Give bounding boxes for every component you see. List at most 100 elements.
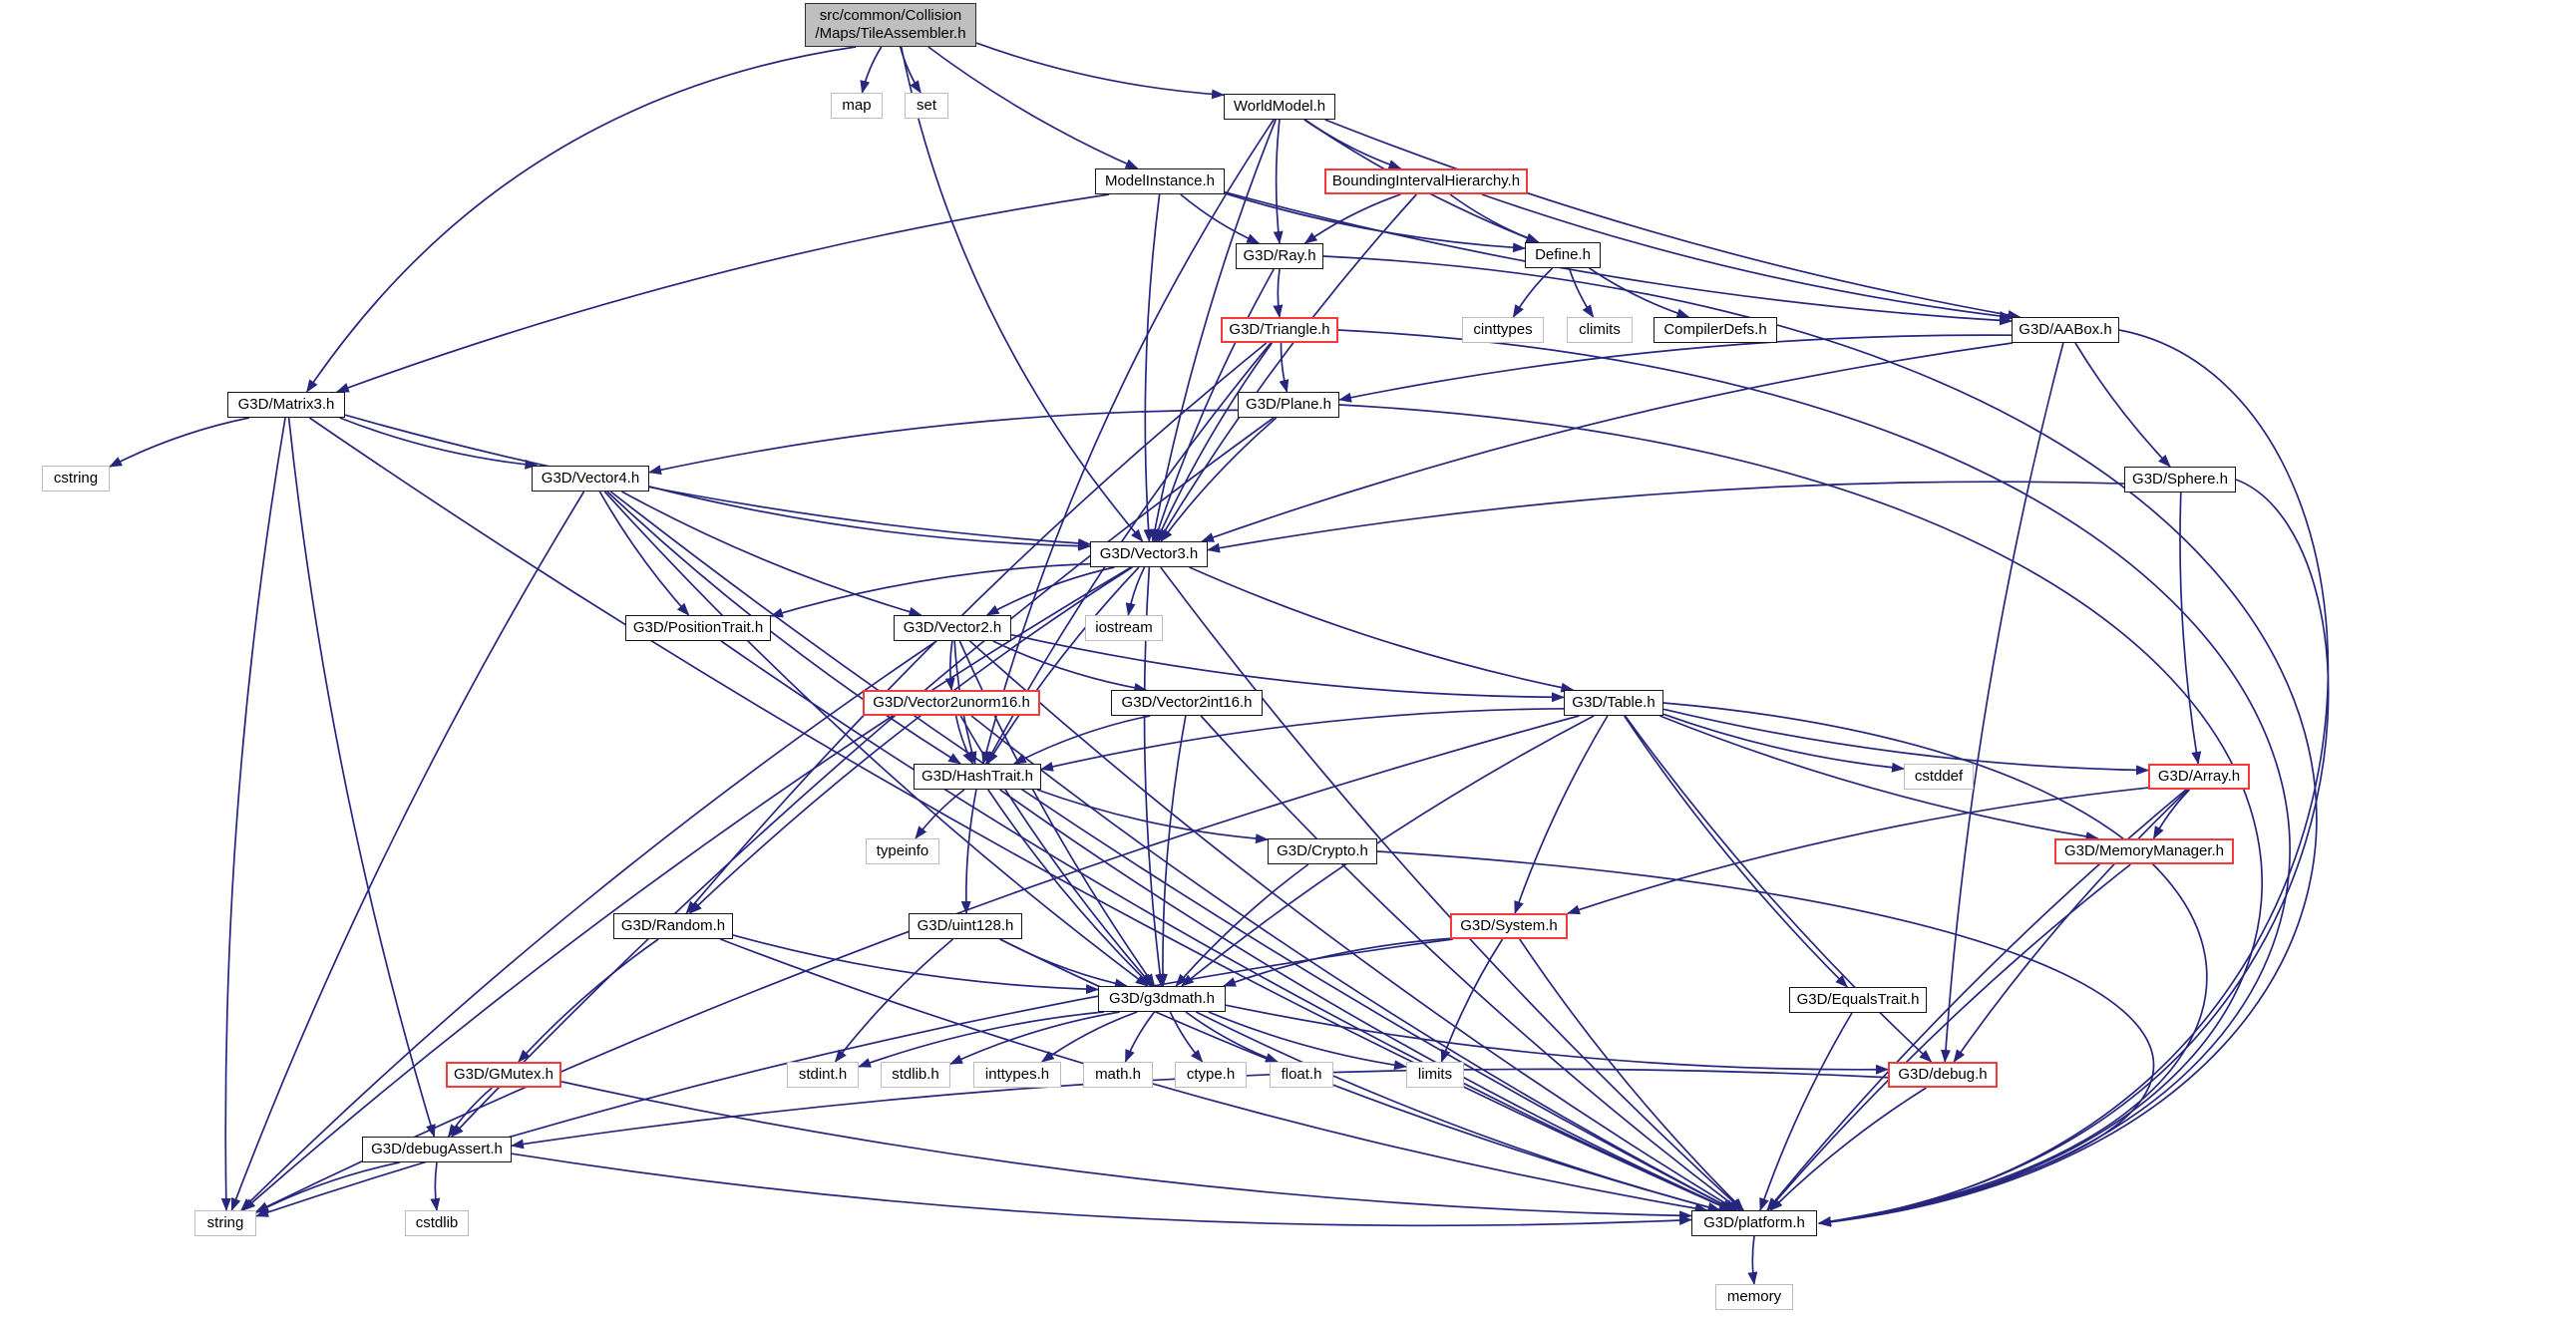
graph-node-vector2unorm16[interactable]: G3D/Vector2unorm16.h — [863, 690, 1040, 716]
edge-vector3-to-platform — [1160, 566, 1743, 1211]
edge-sphere-to-array — [2179, 492, 2202, 765]
graph-node-memorymanager[interactable]: G3D/MemoryManager.h — [2054, 838, 2234, 864]
edge-g3dmath-to-math — [1124, 1011, 1156, 1063]
edge-vector2int16-to-hashtrait — [1013, 715, 1151, 765]
graph-node-g3dmath[interactable]: G3D/g3dmath.h — [1098, 986, 1226, 1012]
graph-node-sphere[interactable]: G3D/Sphere.h — [2124, 467, 2236, 493]
graph-node-table[interactable]: G3D/Table.h — [1564, 690, 1663, 716]
edge-vector3-to-hashtrait — [986, 566, 1140, 765]
edge-table-to-cstddef — [1662, 713, 1905, 773]
edge-positiontrait-to-platform — [720, 640, 1732, 1211]
edge-ray-to-vector3 — [1153, 268, 1276, 542]
graph-node-gmutex[interactable]: G3D/GMutex.h — [446, 1062, 561, 1088]
edge-crypto-to-platform — [1376, 850, 2155, 1227]
edge-worldmodel-to-bih — [1303, 119, 1402, 169]
edge-g3dmath-to-float — [1185, 1011, 1279, 1063]
edge-plane-to-vector4 — [648, 409, 1239, 476]
graph-node-array[interactable]: G3D/Array.h — [2148, 764, 2250, 790]
edge-tileassembler-to-matrix3 — [305, 46, 857, 393]
edge-vector3-to-vector2 — [985, 566, 1115, 616]
graph-node-define[interactable]: Define.h — [1525, 242, 1601, 268]
graph-node-typeinfo: typeinfo — [866, 838, 939, 864]
graph-node-set: set — [905, 93, 948, 119]
edge-hashtrait-to-platform — [999, 789, 1733, 1211]
edge-modelinstance-to-aabox — [1224, 190, 2013, 326]
graph-node-vector2int16[interactable]: G3D/Vector2int16.h — [1111, 690, 1263, 716]
edge-platform-to-memory — [1747, 1235, 1758, 1285]
edge-aabox-to-plane — [1338, 334, 2013, 403]
edge-worldmodel-to-aabox — [1324, 119, 2022, 320]
edge-table-to-platform — [1662, 702, 2208, 1227]
edge-hashtrait-to-uint128 — [960, 789, 977, 914]
edge-vector2-to-vector2int16 — [992, 640, 1148, 693]
edge-vector2-to-g3dmath — [958, 640, 1156, 987]
graph-node-ray[interactable]: G3D/Ray.h — [1236, 243, 1323, 269]
edge-random-to-g3dmath — [732, 934, 1099, 995]
edge-equalstrait-to-platform — [1759, 1012, 1853, 1211]
edge-vector2unorm16-to-platform — [970, 715, 1735, 1211]
edge-aabox-to-platform — [1818, 329, 2330, 1227]
edge-vector3-to-string — [242, 566, 1132, 1211]
edge-vector4-to-positiontrait — [598, 491, 690, 616]
graph-node-memory: memory — [1715, 1284, 1793, 1310]
edge-vector2unorm16-to-hashtrait — [954, 715, 974, 765]
edge-sphere-to-platform — [1818, 479, 2330, 1227]
graph-node-bih[interactable]: BoundingIntervalHierarchy.h — [1324, 168, 1528, 194]
graph-node-uint128[interactable]: G3D/uint128.h — [909, 913, 1022, 939]
graph-node-cstring: cstring — [42, 466, 110, 492]
edge-hashtrait-to-crypto — [1036, 789, 1269, 844]
edge-random-to-gmutex — [518, 938, 659, 1063]
graph-node-float: float.h — [1270, 1062, 1333, 1088]
edge-vector3-to-random — [688, 566, 1133, 914]
edge-table-to-hashtrait — [1040, 707, 1565, 772]
graph-node-aabox[interactable]: G3D/AABox.h — [2012, 317, 2119, 343]
graph-node-positiontrait[interactable]: G3D/PositionTrait.h — [625, 615, 771, 641]
edge-hashtrait-to-typeinfo — [915, 789, 965, 839]
graph-node-triangle[interactable]: G3D/Triangle.h — [1221, 317, 1338, 343]
edge-vector4-to-vector2 — [621, 491, 922, 617]
graph-node-hashtrait[interactable]: G3D/HashTrait.h — [914, 764, 1041, 790]
edge-worldmodel-to-vector3 — [1150, 119, 1277, 542]
edge-vector2-to-string — [240, 640, 937, 1211]
edge-plane-to-platform — [1338, 404, 2263, 1227]
graph-node-worldmodel[interactable]: WorldModel.h — [1224, 94, 1335, 120]
graph-node-debug[interactable]: G3D/debug.h — [1888, 1062, 1998, 1088]
edge-table-to-memorymanager — [1659, 715, 2099, 841]
graph-node-compilerdefs[interactable]: CompilerDefs.h — [1654, 317, 1777, 343]
graph-node-system[interactable]: G3D/System.h — [1450, 913, 1568, 939]
edge-matrix3-to-string — [220, 417, 286, 1211]
graph-node-matrix3[interactable]: G3D/Matrix3.h — [227, 392, 345, 418]
graph-node-crypto[interactable]: G3D/Crypto.h — [1268, 838, 1377, 864]
graph-node-map: map — [831, 93, 883, 119]
edge-vector4-to-hashtrait — [606, 491, 961, 765]
edge-system-to-platform — [1519, 938, 1744, 1211]
graph-node-vector3[interactable]: G3D/Vector3.h — [1090, 541, 1208, 567]
graph-node-vector4[interactable]: G3D/Vector4.h — [532, 466, 649, 492]
edge-system-to-g3dmath — [1223, 937, 1451, 987]
edge-debug-to-platform — [1769, 1087, 1927, 1211]
graph-node-equalstrait[interactable]: G3D/EqualsTrait.h — [1789, 987, 1927, 1013]
edge-triangle-to-vector3 — [1155, 342, 1274, 542]
graph-node-cstddef: cstddef — [1904, 764, 1974, 790]
graph-node-math: math.h — [1083, 1062, 1153, 1088]
edge-tileassembler-to-modelinstance — [927, 46, 1139, 169]
edge-table-to-system — [1514, 715, 1609, 914]
edge-hashtrait-to-g3dmath — [987, 789, 1152, 987]
graph-node-random[interactable]: G3D/Random.h — [613, 913, 733, 939]
edge-bih-to-define — [1449, 193, 1540, 243]
edge-table-to-debug — [1624, 715, 1933, 1063]
edge-matrix3-to-cstring — [109, 417, 250, 468]
edge-bih-to-ray — [1303, 193, 1401, 244]
edge-table-to-array — [1662, 708, 2149, 776]
graph-node-plane[interactable]: G3D/Plane.h — [1238, 392, 1339, 418]
edge-g3dmath-to-stdlib — [949, 1011, 1120, 1066]
graph-node-debugassert[interactable]: G3D/debugAssert.h — [362, 1137, 512, 1162]
edge-gmutex-to-platform — [560, 1081, 1692, 1221]
edge-table-to-equalstrait — [1623, 715, 1849, 988]
edge-array-to-debug — [1953, 789, 2189, 1063]
graph-node-vector2[interactable]: G3D/Vector2.h — [894, 615, 1011, 641]
graph-node-ctype: ctype.h — [1175, 1062, 1247, 1088]
graph-node-platform[interactable]: G3D/platform.h — [1691, 1210, 1817, 1236]
edge-array-to-memorymanager — [2152, 789, 2191, 839]
graph-node-modelinstance[interactable]: ModelInstance.h — [1095, 168, 1225, 194]
